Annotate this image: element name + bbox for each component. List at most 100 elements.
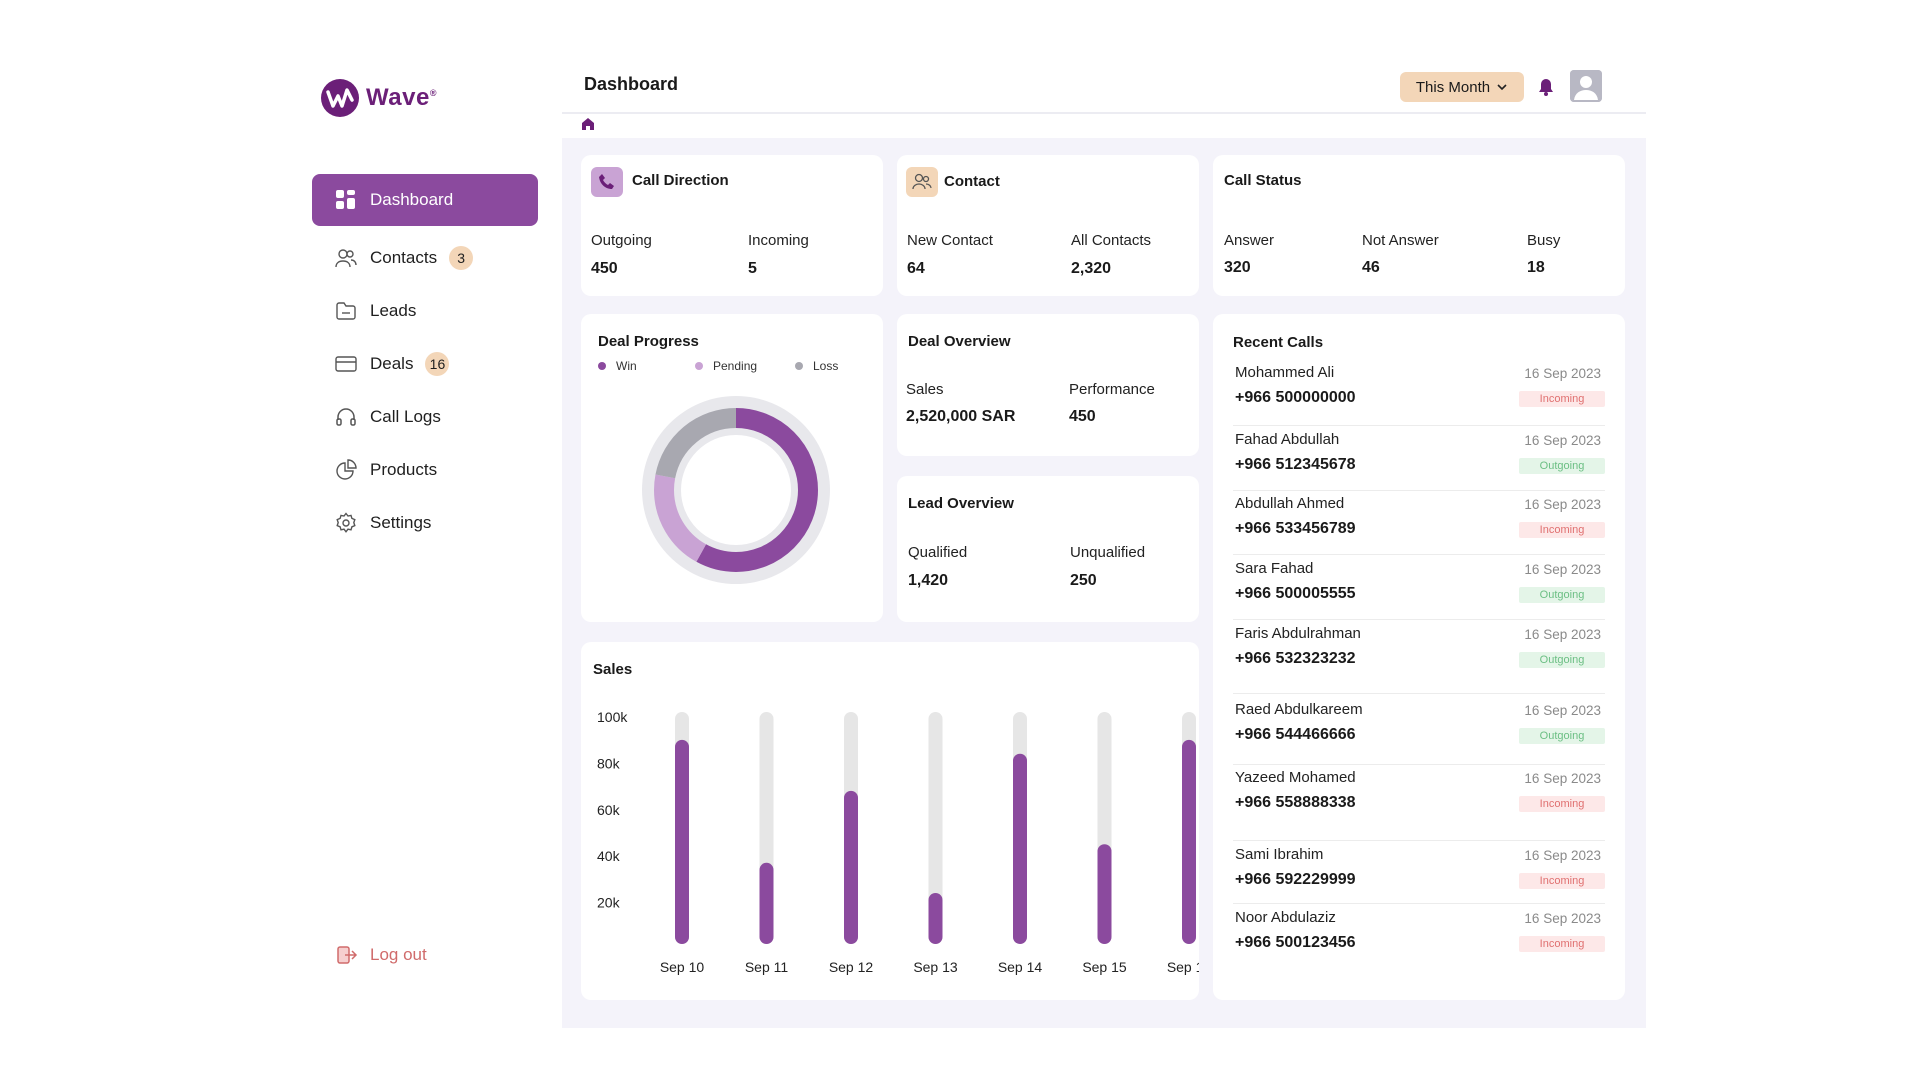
- sidebar-item-leads[interactable]: Leads: [312, 285, 538, 337]
- card-title: Deal Overview: [908, 333, 1011, 350]
- call-direction-badge: Incoming: [1519, 391, 1605, 407]
- y-tick-label: 100k: [597, 709, 628, 725]
- row-divider: [1233, 840, 1605, 841]
- sales-bar[interactable]: [844, 790, 858, 944]
- home-icon[interactable]: [581, 117, 595, 131]
- sales-label: Sales: [906, 381, 944, 398]
- new-contact-label: New Contact: [907, 232, 993, 249]
- busy-value: 18: [1527, 259, 1545, 276]
- sales-bar[interactable]: [928, 892, 943, 944]
- caller-phone: +966 544466666: [1235, 726, 1356, 743]
- legend-swatch: [695, 362, 703, 370]
- sidebar-item-deals[interactable]: Deals 16: [312, 338, 538, 390]
- all-contacts-value: 2,320: [1071, 260, 1112, 277]
- card-title: Lead Overview: [908, 495, 1014, 512]
- call-date: 16 Sep 2023: [1524, 848, 1601, 863]
- caller-phone: +966 558888338: [1235, 794, 1356, 811]
- recent-call-row[interactable]: Sara Fahad +966 500005555 16 Sep 2023 Outgo…: [1213, 560, 1625, 610]
- caller-phone: +966 500005555: [1235, 585, 1356, 602]
- call-date: 16 Sep 2023: [1524, 703, 1601, 718]
- recent-call-row[interactable]: Abdullah Ahmed +966 533456789 16 Sep 2023 I…: [1213, 495, 1625, 545]
- caller-phone: +966 500000000: [1235, 389, 1356, 406]
- card-title: Deal Progress: [598, 333, 699, 350]
- recent-call-row[interactable]: Fahad Abdullah +966 512345678 16 Sep 2023 O…: [1213, 431, 1625, 481]
- call-direction-badge: Outgoing: [1519, 587, 1605, 603]
- deal-progress-card: Deal Progress Win Pending Loss: [581, 314, 883, 622]
- deal-progress-donut: [642, 396, 830, 584]
- donut-inner-hole: [681, 435, 791, 545]
- period-label: This Month: [1415, 78, 1491, 96]
- sidebar-item-call-logs[interactable]: Call Logs: [312, 391, 538, 443]
- legend-pending: Pending: [695, 359, 757, 373]
- recent-call-row[interactable]: Yazeed Mohamed +966 558888338 16 Sep 2023 I…: [1213, 769, 1625, 819]
- sidebar-item-dashboard[interactable]: Dashboard: [312, 174, 538, 226]
- headphones-icon: [334, 405, 358, 429]
- call-date: 16 Sep 2023: [1524, 562, 1601, 577]
- sidebar-item-contacts[interactable]: Contacts 3: [312, 232, 538, 284]
- caller-name: Yazeed Mohamed: [1235, 769, 1356, 786]
- recent-calls-card: Recent Calls Mohammed Ali +966 500000000 1…: [1213, 314, 1625, 1000]
- phone-icon-tile: [591, 167, 623, 197]
- recent-call-row[interactable]: Noor Abdulaziz +966 500123456 16 Sep 2023 I…: [1213, 909, 1625, 959]
- legend-swatch: [598, 362, 606, 370]
- sidebar-item-products[interactable]: Products: [312, 444, 538, 496]
- caller-name: Fahad Abdullah: [1235, 431, 1340, 448]
- call-direction-badge: Incoming: [1519, 873, 1605, 889]
- unqualified-value: 250: [1070, 572, 1097, 589]
- recent-call-row[interactable]: Mohammed Ali +966 500000000 16 Sep 2023 Inc…: [1213, 364, 1625, 414]
- recent-call-row[interactable]: Sami Ibrahim +966 592229999 16 Sep 2023 Inc…: [1213, 846, 1625, 896]
- incoming-value: 5: [748, 260, 757, 277]
- period-dropdown[interactable]: This Month: [1400, 72, 1524, 102]
- call-direction-badge: Incoming: [1519, 936, 1605, 952]
- sales-bar[interactable]: [1182, 739, 1196, 944]
- answer-label: Answer: [1224, 232, 1275, 249]
- brand-name: Wave®: [366, 84, 437, 111]
- logout-button[interactable]: Log out: [336, 944, 427, 966]
- card-title: Contact: [944, 173, 1000, 190]
- avatar[interactable]: [1570, 70, 1602, 102]
- sales-bar[interactable]: [1013, 753, 1027, 944]
- row-divider: [1233, 619, 1605, 620]
- gear-icon: [334, 511, 358, 535]
- card-title: Recent Calls: [1233, 334, 1324, 351]
- chevron-down-icon: [1497, 84, 1507, 91]
- legend-swatch: [795, 362, 803, 370]
- sidebar-item-settings[interactable]: Settings: [312, 497, 538, 549]
- page-title: Dashboard: [584, 74, 679, 94]
- sidebar-item-label: Leads: [370, 301, 417, 320]
- card-title: Call Direction: [632, 172, 729, 189]
- caller-name: Noor Abdulaziz: [1235, 909, 1336, 926]
- sidebar-nav: Dashboard Contacts 3 Leads Deals 16 Call…: [312, 174, 538, 550]
- call-direction-badge: Incoming: [1519, 796, 1605, 812]
- busy-label: Busy: [1527, 232, 1561, 249]
- new-contact-value: 64: [907, 260, 925, 277]
- sidebar-item-label: Deals: [370, 354, 414, 373]
- legend-label: Pending: [713, 359, 758, 373]
- call-direction-badge: Outgoing: [1519, 728, 1605, 744]
- recent-call-row[interactable]: Faris Abdulrahman +966 532323232 16 Sep 20…: [1213, 625, 1625, 675]
- sales-bar[interactable]: [675, 739, 689, 944]
- caller-name: Faris Abdulrahman: [1235, 625, 1361, 642]
- y-tick-label: 20k: [597, 895, 621, 911]
- y-tick-label: 40k: [597, 848, 621, 864]
- sales-bar[interactable]: [1097, 844, 1112, 944]
- x-tick-label: Sep 11: [745, 959, 789, 975]
- call-date: 16 Sep 2023: [1524, 771, 1601, 786]
- not-answer-value: 46: [1362, 259, 1380, 276]
- users-icon: [334, 246, 358, 270]
- sales-bar[interactable]: [759, 862, 774, 944]
- sales-chart-card: Sales 100k 80k 60k 40k 20k Sep 10 Sep 11 Sep 12…: [581, 642, 1199, 1000]
- donut-segment-pending: [654, 408, 818, 572]
- legend-loss: Loss: [795, 359, 838, 373]
- bell-icon[interactable]: [1538, 78, 1554, 96]
- row-divider: [1233, 425, 1605, 426]
- recent-call-row[interactable]: Raed Abdulkareem +966 544466666 16 Sep 202…: [1213, 701, 1625, 751]
- contacts-count-badge: 3: [449, 246, 474, 270]
- caller-phone: +966 532323232: [1235, 650, 1356, 667]
- contact-card: Contact New Contact 64 All Contacts 2,32…: [897, 155, 1199, 296]
- call-date: 16 Sep 2023: [1524, 497, 1601, 512]
- contacts-icon-tile: [906, 167, 938, 197]
- caller-name: Sami Ibrahim: [1235, 846, 1324, 863]
- performance-label: Performance: [1069, 381, 1155, 398]
- caller-phone: +966 512345678: [1235, 456, 1356, 473]
